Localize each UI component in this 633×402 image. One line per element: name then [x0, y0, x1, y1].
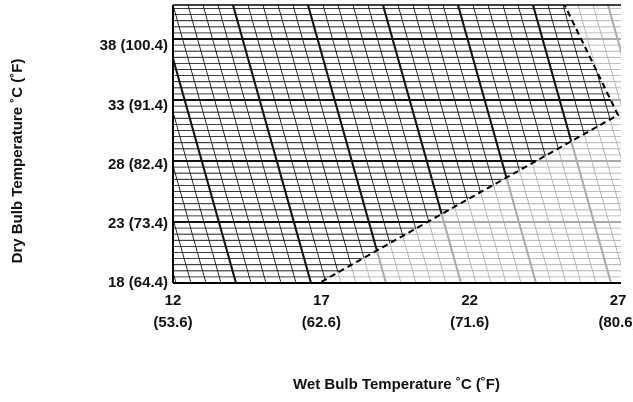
grid-d	[307, 4, 387, 283]
x-tick-label: 27 (80.6)	[598, 292, 633, 331]
grid-d	[577, 4, 619, 283]
boundary-line	[320, 5, 620, 283]
grid-d	[247, 4, 327, 283]
grid-d	[292, 4, 372, 283]
grid-d	[173, 4, 192, 283]
grid-d	[607, 5, 621, 56]
y-tick-label: 23 (73.4)	[107, 214, 168, 232]
grid-d	[592, 5, 621, 107]
x-tick-label: 17 (62.6)	[301, 292, 341, 331]
grid-d	[577, 5, 621, 160]
grid-d	[187, 4, 267, 283]
grid-d	[202, 4, 282, 283]
grid-d	[277, 4, 357, 283]
y-tick-label: 28 (82.4)	[107, 155, 168, 173]
grid-d	[173, 4, 207, 283]
grid-d	[173, 4, 222, 283]
y-tick-label: 18 (64.4)	[107, 274, 168, 291]
grid-d	[322, 4, 402, 283]
grid-d	[562, 4, 619, 283]
y-tick-label: 33 (91.4)	[107, 96, 168, 114]
grid-d	[623, 5, 633, 283]
grid-d	[217, 4, 297, 283]
x-tick-label: 12 (53.6)	[153, 292, 193, 331]
grid-d	[262, 4, 342, 283]
grid-d	[562, 5, 621, 214]
y-tick-label: 38 (100.4)	[99, 37, 168, 55]
grid-d	[173, 4, 252, 283]
grid-d	[623, 5, 633, 283]
y-axis-label: Dry Bulb Temperature ˚C (˚F)	[9, 58, 26, 264]
x-tick-label: 22 (71.6)	[450, 292, 490, 331]
grid-d	[173, 4, 237, 283]
grid-d	[232, 4, 312, 283]
x-axis-label: Wet Bulb Temperature ˚C (˚F)	[293, 376, 500, 393]
